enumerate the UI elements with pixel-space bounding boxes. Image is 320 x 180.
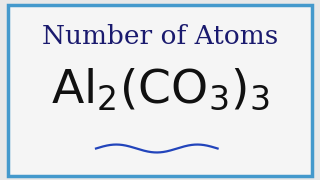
- FancyBboxPatch shape: [8, 4, 312, 176]
- Text: $\mathrm{Al_2(CO_3)_3}$: $\mathrm{Al_2(CO_3)_3}$: [51, 67, 269, 113]
- Text: Number of Atoms: Number of Atoms: [42, 24, 278, 48]
